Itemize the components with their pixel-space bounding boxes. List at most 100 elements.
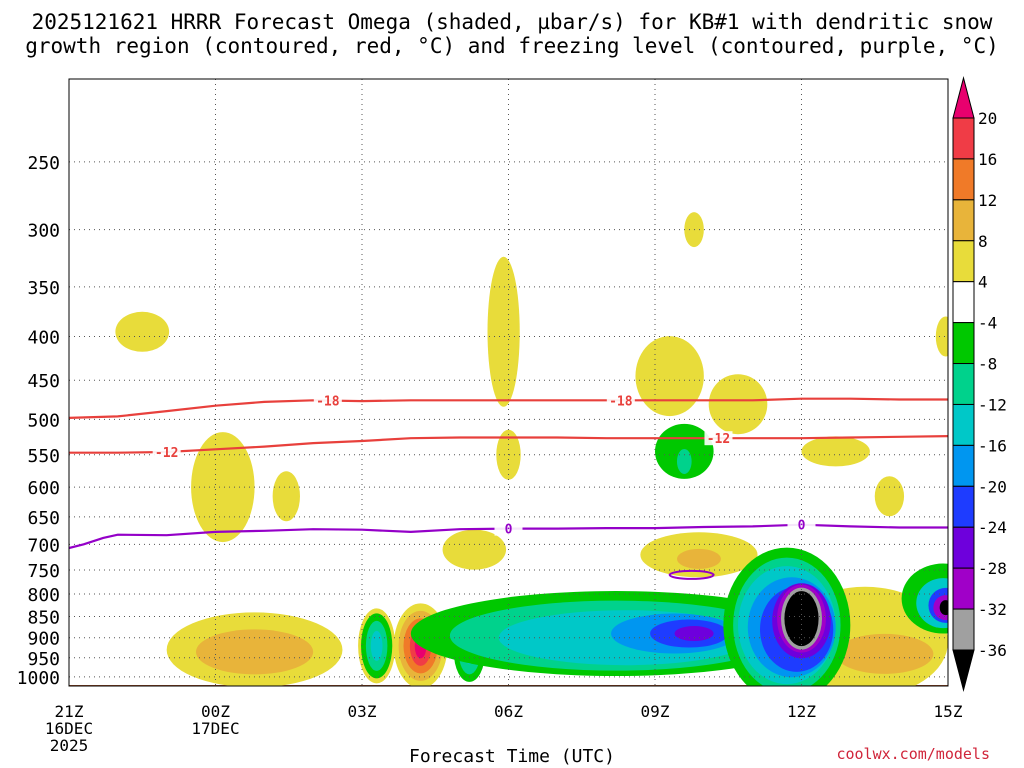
colorbar-bin-13 xyxy=(952,608,975,651)
axes: 2503003504004505005506006507007508008509… xyxy=(17,78,963,755)
y-tick-label-750: 750 xyxy=(27,561,60,582)
omega-cell-17 xyxy=(487,256,520,407)
contour-label-bg xyxy=(787,517,816,532)
contour-label-freezing-level-0: 0 xyxy=(505,523,513,538)
contour-dendritic-bottom xyxy=(69,435,948,454)
colorbar-label-12: -32 xyxy=(978,600,1007,619)
colorbar-bin-1 xyxy=(952,117,975,160)
omega-cell-1 xyxy=(191,432,255,543)
contour-freezing-level xyxy=(69,523,948,550)
chart-title-line-2: growth region (contoured, red, °C) and f… xyxy=(25,34,999,58)
omega-cell-52 xyxy=(939,600,948,616)
contour-label-dendritic-bottom-0: -12 xyxy=(155,446,178,461)
contour-label-dendritic-bottom-1: -12 xyxy=(707,432,730,447)
contour-label-dendritic-top-0: -18 xyxy=(316,395,340,410)
colorbar-label-2: 12 xyxy=(978,191,997,210)
x-tick-label-3-0: 00Z xyxy=(201,702,230,721)
x-tick-label-0-1: 16DEC xyxy=(45,719,93,738)
contour-label-bg xyxy=(704,431,733,446)
temperature-contours: -18 -18 -12 -12 0 0 xyxy=(69,393,948,580)
omega-cell-25 xyxy=(708,374,768,435)
omega-cell-47 xyxy=(784,591,819,647)
colorbar-label-11: -28 xyxy=(978,559,1007,578)
credit-text: coolwx.com/models xyxy=(836,745,990,763)
omega-cell-0 xyxy=(115,311,170,352)
colorbar: 20 16 12 8 4 -4 -8 -12 -16 -20 -24 -28 -32 -36 xyxy=(952,76,1007,692)
omega-cell-20 xyxy=(442,529,507,570)
plot-frame xyxy=(68,78,949,687)
x-tick-label-18-0: 15Z xyxy=(934,702,963,721)
y-tick-label-700: 700 xyxy=(27,535,60,556)
y-tick-label-600: 600 xyxy=(27,478,60,499)
colorbar-label-6: -8 xyxy=(978,355,997,374)
colorbar-label-10: -24 xyxy=(978,518,1007,537)
x-tick-label-3-1: 17DEC xyxy=(191,719,239,738)
colorbar-label-1: 16 xyxy=(978,150,997,169)
colorbar-bin-3 xyxy=(952,199,975,242)
colorbar-label-3: 8 xyxy=(978,232,988,251)
contour-label-bg xyxy=(313,393,342,408)
omega-cell-4 xyxy=(195,629,314,675)
y-tick-label-800: 800 xyxy=(27,585,60,606)
colorbar-label-7: -12 xyxy=(978,395,1007,414)
omega-cell-30 xyxy=(676,448,692,474)
y-tick-label-450: 450 xyxy=(27,371,60,392)
y-tick-label-550: 550 xyxy=(27,446,60,467)
contour-label-dendritic-top-1: -18 xyxy=(609,394,633,409)
x-tick-label-0-0: 21Z xyxy=(55,702,84,721)
x-axis-title: Forecast Time (UTC) xyxy=(409,746,615,767)
colorbar-label-13: -36 xyxy=(978,641,1007,660)
omega-cell-26 xyxy=(801,436,870,467)
colorbar-label-5: -4 xyxy=(978,314,997,333)
colorbar-label-9: -20 xyxy=(978,477,1007,496)
contour-dendritic-top xyxy=(69,397,948,419)
colorbar-bin-6 xyxy=(952,322,975,365)
omega-cell-36 xyxy=(674,626,714,642)
omega-cell-38 xyxy=(835,633,934,674)
y-tick-label-400: 400 xyxy=(27,327,60,348)
y-tick-label-500: 500 xyxy=(27,410,60,431)
y-tick-label-850: 850 xyxy=(27,607,60,628)
freezing-level-loop xyxy=(668,569,715,580)
contour-label-freezing-level-1: 0 xyxy=(798,519,806,534)
colorbar-bin-11 xyxy=(952,526,975,569)
omega-shading xyxy=(69,212,948,686)
colorbar-bin-12 xyxy=(952,567,975,610)
contour-label-bg xyxy=(152,445,181,460)
x-tick-label-12-0: 09Z xyxy=(641,702,670,721)
y-tick-label-1000: 1000 xyxy=(17,668,60,689)
y-tick-label-350: 350 xyxy=(27,278,60,299)
omega-cell-21 xyxy=(635,336,704,417)
colorbar-bin-7 xyxy=(952,363,975,405)
colorbar-bin-10 xyxy=(952,485,975,528)
colorbar-bin-2 xyxy=(952,158,975,201)
x-tick-label-0-2: 2025 xyxy=(50,736,89,755)
contour-label-bg xyxy=(494,521,523,536)
omega-cell-27 xyxy=(874,476,905,517)
omega-cell-2 xyxy=(272,471,300,522)
y-tick-label-250: 250 xyxy=(27,153,60,174)
colorbar-bin-4 xyxy=(952,240,975,283)
y-tick-label-900: 900 xyxy=(27,629,60,650)
x-tick-label-9-0: 06Z xyxy=(494,702,523,721)
colorbar-top-arrow xyxy=(952,76,975,119)
x-tick-label-15-0: 12Z xyxy=(787,702,816,721)
colorbar-bin-5 xyxy=(952,281,975,324)
colorbar-bin-8 xyxy=(952,403,975,446)
y-tick-label-300: 300 xyxy=(27,221,60,242)
colorbar-label-8: -16 xyxy=(978,436,1007,455)
contour-label-bg xyxy=(606,393,635,408)
y-tick-label-950: 950 xyxy=(27,649,60,670)
chart-title-line-1: 2025121621 HRRR Forecast Omega (shaded, … xyxy=(31,10,993,34)
omega-cell-8 xyxy=(370,630,383,661)
x-tick-label-6-0: 03Z xyxy=(348,702,377,721)
y-tick-label-650: 650 xyxy=(27,508,60,529)
colorbar-bottom-arrow xyxy=(952,649,975,692)
colorbar-label-4: 4 xyxy=(978,273,988,292)
colorbar-label-0: 20 xyxy=(978,109,997,128)
omega-cell-24 xyxy=(676,548,721,569)
omega-cell-28 xyxy=(935,316,948,357)
colorbar-bin-9 xyxy=(952,444,975,487)
